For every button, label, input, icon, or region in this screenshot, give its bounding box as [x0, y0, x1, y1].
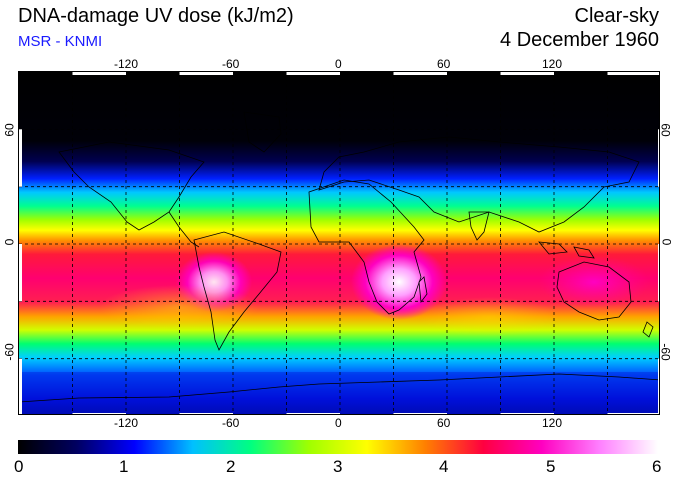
colorbar-label: 2 — [226, 457, 236, 476]
lon-tick-top: -120 — [114, 57, 139, 71]
sky-condition-label: Clear-sky — [574, 5, 659, 27]
colorbar-label: 0 — [14, 457, 24, 476]
lat-tick-right: 60 — [658, 123, 673, 137]
colorbar-label: 1 — [119, 457, 129, 476]
graticule — [19, 72, 659, 414]
lat-tick-left: 60 — [2, 123, 17, 137]
lon-tick-bottom: 120 — [542, 416, 563, 430]
lon-tick-bottom: -120 — [114, 416, 139, 430]
lon-tick-top: 60 — [437, 57, 451, 71]
lon-tick-bottom: 0 — [335, 416, 342, 430]
frame-ticks — [19, 72, 659, 414]
lon-tick-top: 120 — [542, 57, 563, 71]
lat-tick-left: -60 — [2, 343, 17, 361]
colorbar-label: 5 — [546, 457, 556, 476]
lon-tick-bottom: -60 — [222, 416, 240, 430]
color-scale-bar — [18, 440, 658, 454]
uv-dose-field — [19, 72, 659, 414]
lon-tick-top: -60 — [222, 57, 240, 71]
lon-tick-top: 0 — [335, 57, 342, 71]
source-label: MSR - KNMI — [18, 33, 103, 50]
date-label: 4 December 1960 — [500, 29, 659, 51]
colorbar-label: 6 — [652, 457, 662, 476]
lat-tick-right: 0 — [659, 238, 674, 246]
colorbar-label: 4 — [439, 457, 449, 476]
map-title: DNA-damage UV dose (kJ/m2) — [18, 5, 294, 27]
lon-tick-bottom: 60 — [437, 416, 451, 430]
uv-dose-map — [18, 71, 660, 415]
coastlines — [19, 111, 659, 403]
lat-tick-right: -60 — [658, 343, 673, 361]
lat-tick-left: 0 — [2, 238, 17, 246]
colorbar-label: 3 — [333, 457, 343, 476]
